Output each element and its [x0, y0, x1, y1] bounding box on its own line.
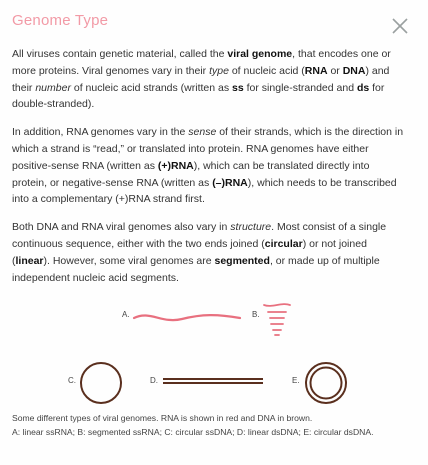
circular-ssdna-diagram	[80, 362, 122, 404]
label-b: B.	[252, 310, 260, 319]
text: . Most consist of a single continuous se…	[12, 221, 387, 250]
emphasis-structure: structure	[230, 221, 272, 234]
segmented-ssrna-diagram	[263, 303, 291, 336]
term-positive-rna: (+)RNA	[157, 159, 194, 172]
text: or	[327, 64, 343, 77]
term-viral-genome: viral genome	[227, 48, 293, 60]
caption-line-2: A: linear ssRNA; B: segmented ssRNA; C: …	[12, 426, 374, 437]
term-ss: ss	[232, 81, 244, 94]
emphasis-type: type	[209, 64, 229, 77]
text: for single-stranded and	[243, 81, 357, 94]
text: of their strands, which is the direction…	[12, 126, 404, 172]
text: , or made up of multiple independent nuc…	[12, 254, 380, 284]
paragraph-viral-genome: All viruses contain genetic material, ca…	[12, 46, 404, 113]
text: Both DNA and RNA viral genomes also vary…	[12, 221, 231, 234]
label-a: A.	[122, 310, 130, 319]
figure-caption: Some different types of viral genomes. R…	[12, 412, 416, 439]
caption-line-1: Some different types of viral genomes. R…	[12, 413, 313, 423]
text: ), which needs to be transcribed into a …	[12, 176, 397, 206]
paragraph-structure: Both DNA and RNA viral genomes also vary…	[12, 219, 404, 286]
term-negative-rna: (–)RNA	[212, 176, 248, 189]
close-button[interactable]	[390, 16, 410, 36]
term-linear: linear	[15, 254, 44, 267]
circular-dsdna-diagram	[305, 362, 347, 404]
text: for double-stranded).	[12, 81, 385, 111]
term-segmented: segmented	[214, 254, 270, 267]
modal-body: All viruses contain genetic material, ca…	[12, 46, 404, 297]
emphasis-sense: sense	[188, 126, 217, 139]
genome-diagrams: A. B. C. D. E.	[0, 298, 428, 413]
label-e: E.	[292, 376, 300, 385]
text: ). However, some viral genomes are	[43, 254, 215, 267]
label-c: C.	[68, 376, 76, 385]
modal-title: Genome Type	[12, 12, 109, 29]
linear-dsdna-diagram	[163, 378, 263, 384]
text: ) or not joined (	[12, 237, 367, 267]
paragraph-sense: In addition, RNA genomes vary in the sen…	[12, 124, 404, 208]
term-rna: RNA	[304, 64, 328, 77]
text: ) and their	[12, 64, 390, 94]
close-icon	[392, 18, 408, 34]
term-circular: circular	[264, 237, 303, 250]
text: All viruses contain genetic material, ca…	[12, 48, 228, 60]
emphasis-number: number	[35, 81, 71, 94]
label-d: D.	[150, 376, 158, 385]
text: of nucleic acid strands (written as	[70, 81, 233, 94]
text: , that encodes one or more proteins. Vir…	[12, 48, 391, 77]
text: ), which can be translated directly into…	[12, 159, 370, 189]
linear-ssrna-diagram	[132, 314, 242, 322]
term-ds: ds	[356, 81, 370, 94]
text: of nucleic acid (	[228, 64, 305, 77]
text: In addition, RNA genomes vary in the	[12, 126, 189, 139]
term-dna: DNA	[342, 64, 366, 77]
